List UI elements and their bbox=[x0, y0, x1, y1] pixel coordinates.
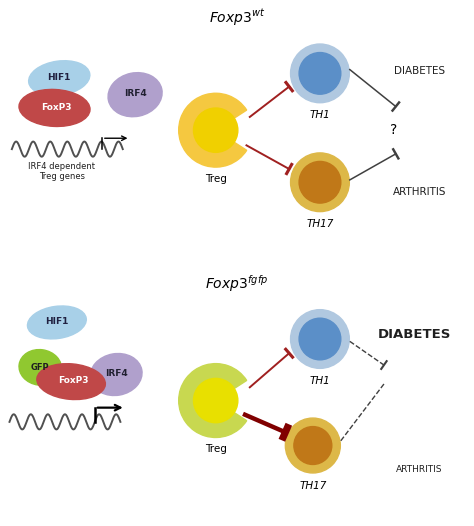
Text: FoxP3: FoxP3 bbox=[58, 376, 89, 385]
Text: $\mathit{Foxp3}^{\mathit{fgfp}}$: $\mathit{Foxp3}^{\mathit{fgfp}}$ bbox=[205, 272, 269, 294]
Ellipse shape bbox=[37, 363, 105, 400]
Ellipse shape bbox=[90, 353, 142, 396]
Text: Treg: Treg bbox=[205, 444, 227, 454]
Text: TH1: TH1 bbox=[310, 376, 330, 386]
Circle shape bbox=[294, 427, 332, 464]
Text: HIF1: HIF1 bbox=[45, 317, 69, 326]
Polygon shape bbox=[0, 266, 246, 526]
Ellipse shape bbox=[108, 73, 162, 117]
Text: ARTHRITIS: ARTHRITIS bbox=[396, 464, 443, 474]
Text: ARTHRITIS: ARTHRITIS bbox=[393, 187, 446, 197]
Text: DIABETES: DIABETES bbox=[394, 66, 445, 76]
Circle shape bbox=[291, 310, 349, 368]
Text: IRF4: IRF4 bbox=[105, 369, 128, 378]
Circle shape bbox=[193, 108, 238, 153]
Circle shape bbox=[285, 418, 340, 473]
Ellipse shape bbox=[28, 60, 90, 96]
Circle shape bbox=[291, 44, 349, 103]
Text: $\mathit{Foxp3}^{\mathit{wt}}$: $\mathit{Foxp3}^{\mathit{wt}}$ bbox=[209, 7, 265, 28]
Polygon shape bbox=[0, 0, 246, 260]
Text: DIABETES: DIABETES bbox=[378, 328, 451, 341]
Text: IRF4: IRF4 bbox=[124, 89, 146, 98]
Wedge shape bbox=[179, 363, 246, 438]
Text: IRF4 dependent
Treg genes: IRF4 dependent Treg genes bbox=[28, 162, 95, 181]
Text: TH17: TH17 bbox=[306, 219, 334, 229]
Ellipse shape bbox=[19, 89, 90, 126]
Text: GFP: GFP bbox=[31, 363, 50, 372]
Circle shape bbox=[193, 378, 238, 423]
Ellipse shape bbox=[19, 350, 62, 385]
Text: ?: ? bbox=[390, 123, 397, 137]
Text: Treg: Treg bbox=[205, 174, 227, 184]
Ellipse shape bbox=[27, 306, 86, 339]
Text: HIF1: HIF1 bbox=[47, 73, 71, 82]
Text: FoxP3: FoxP3 bbox=[41, 104, 71, 113]
Circle shape bbox=[299, 53, 341, 94]
Text: TH1: TH1 bbox=[310, 110, 330, 120]
Text: TH17: TH17 bbox=[299, 481, 327, 491]
Wedge shape bbox=[179, 93, 246, 167]
Circle shape bbox=[291, 153, 349, 211]
Circle shape bbox=[299, 318, 341, 360]
Circle shape bbox=[299, 161, 341, 203]
